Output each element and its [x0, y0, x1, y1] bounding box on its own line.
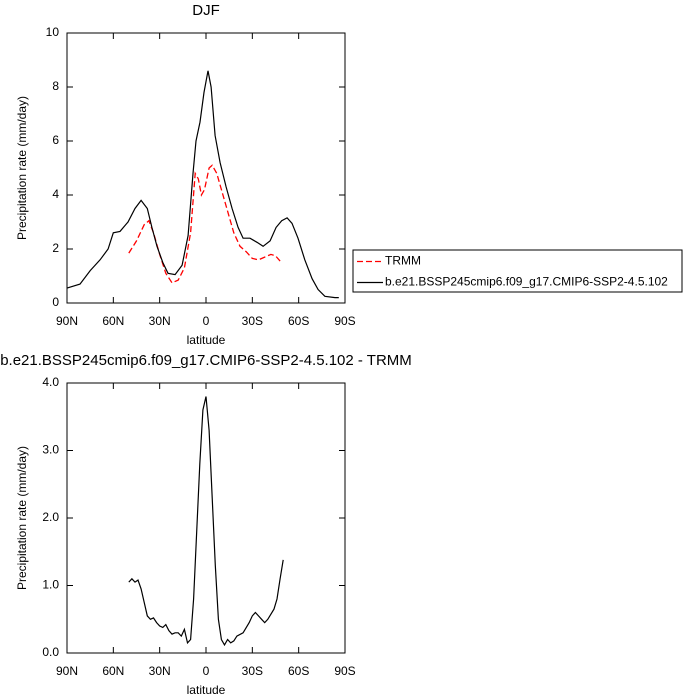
data-line [128, 396, 284, 647]
x-tick-label: 90N [56, 314, 78, 328]
x-tick-label: 0 [203, 664, 210, 678]
y-tick-label: 4 [52, 187, 59, 201]
x-tick-label: 30N [149, 314, 171, 328]
x-tick-label: 30S [242, 664, 263, 678]
x-tick-label: 90N [56, 664, 78, 678]
x-tick-label: 60S [288, 664, 309, 678]
y-tick-label: 8 [52, 79, 59, 93]
plot-frame [66, 32, 346, 304]
y-tick-label: 10 [46, 25, 60, 39]
y-tick-label: 0 [52, 295, 59, 309]
legend-label: TRMM [385, 254, 421, 268]
y-tick-label: 1.0 [42, 578, 59, 592]
chart-title: b.e21.BSSP245cmip6.f09_g17.CMIP6-SSP2-4.… [0, 352, 412, 369]
y-tick-label: 2.0 [42, 510, 59, 524]
x-tick-label: 0 [203, 314, 210, 328]
y-axis-label: Precipitation rate (mm/day) [15, 446, 29, 590]
x-tick-label: 60N [102, 664, 124, 678]
x-tick-label: 30S [242, 314, 263, 328]
y-tick-label: 0.0 [42, 645, 59, 659]
y-tick-label: 6 [52, 133, 59, 147]
legend-label: b.e21.BSSP245cmip6.f09_g17.CMIP6-SSP2-4.… [385, 275, 668, 289]
chart-title: DJF [192, 2, 220, 19]
data-line [66, 70, 339, 299]
y-tick-label: 2 [52, 241, 59, 255]
x-tick-label: 30N [149, 664, 171, 678]
x-tick-label: 90S [334, 664, 355, 678]
x-tick-label: 60N [102, 314, 124, 328]
x-tick-label: 60S [288, 314, 309, 328]
y-tick-label: 3.0 [42, 443, 59, 457]
x-axis-label: latitude [187, 333, 226, 347]
y-axis-label: Precipitation rate (mm/day) [15, 96, 29, 240]
x-axis-label: latitude [187, 683, 226, 697]
legend-box [352, 249, 683, 293]
x-tick-label: 90S [334, 314, 355, 328]
plot-frame [66, 382, 346, 654]
y-tick-label: 4.0 [42, 375, 59, 389]
